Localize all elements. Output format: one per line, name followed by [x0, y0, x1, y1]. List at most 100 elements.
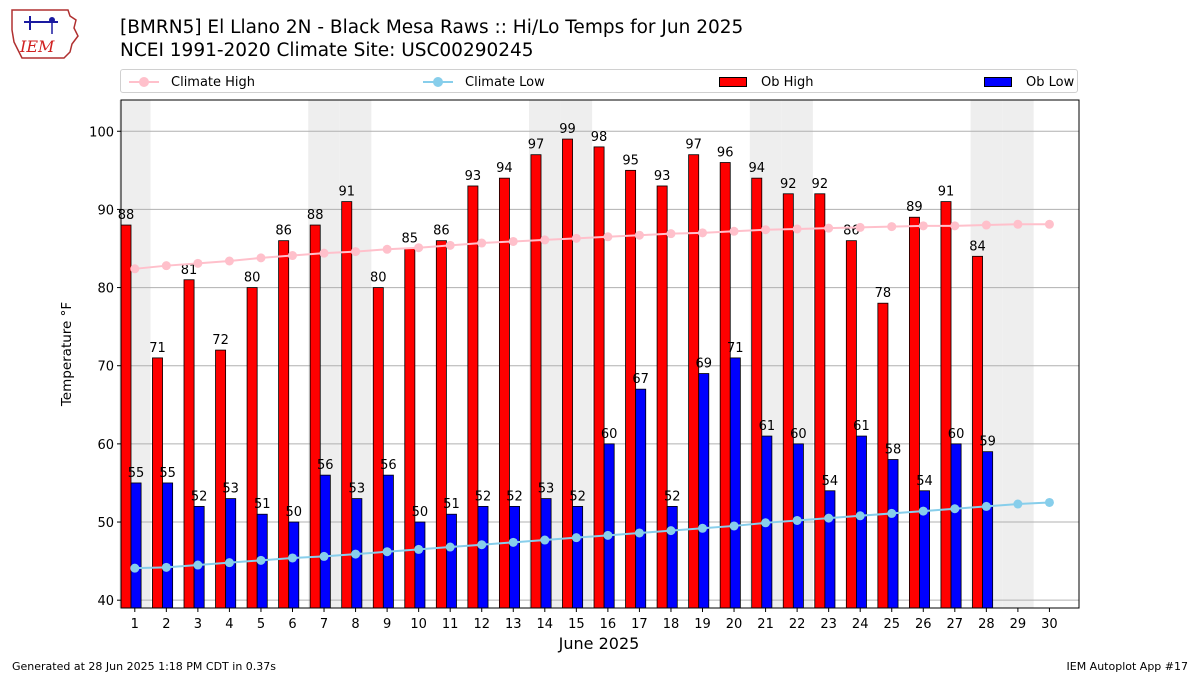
- ob-high-label: 89: [906, 200, 923, 215]
- ob-high-label: 86: [275, 224, 292, 239]
- ob-high-label: 92: [812, 177, 829, 192]
- climate-low-point: [445, 542, 455, 552]
- x-tick-label: 13: [505, 617, 522, 632]
- climate-high-point: [792, 224, 802, 234]
- ob-high-label: 99: [559, 122, 576, 137]
- weekend-shade: [308, 100, 340, 608]
- ob-low-label: 50: [285, 505, 302, 520]
- ob-high-bar: [120, 224, 132, 609]
- ob-low-label: 55: [159, 466, 176, 481]
- ob-low-label: 53: [538, 482, 555, 497]
- x-tick-label: 14: [537, 617, 554, 632]
- climate-low-point: [761, 518, 771, 528]
- climate-high-point: [414, 243, 424, 253]
- ob-low-bar: [414, 521, 426, 609]
- ob-high-bar: [972, 255, 983, 609]
- footer-app: IEM Autoplot App #17: [1066, 660, 1189, 673]
- ob-high-label: 96: [717, 146, 734, 161]
- x-tick-label: 24: [852, 617, 869, 632]
- ob-low-bar: [982, 451, 994, 609]
- weekend-shade: [749, 100, 782, 608]
- climate-high-point: [287, 251, 297, 261]
- legend-label-climate-low: Climate Low: [465, 74, 545, 90]
- climate-low-line-icon: [423, 73, 453, 91]
- x-tick-label: 17: [631, 617, 648, 632]
- climate-low-point: [414, 544, 424, 554]
- ob-low-bar: [919, 490, 930, 609]
- climate-high-point: [571, 233, 581, 243]
- ob-low-label: 54: [822, 474, 839, 489]
- ob-low-label: 52: [664, 489, 681, 504]
- ob-high-bar: [246, 287, 258, 609]
- x-tick-label: 1: [131, 617, 139, 632]
- ob-low-label: 56: [317, 458, 334, 473]
- ob-high-label: 86: [433, 224, 450, 239]
- ob-low-bar: [351, 498, 363, 609]
- ob-low-bar: [824, 490, 836, 609]
- y-tick-label: 100: [89, 125, 114, 140]
- legend-label-climate-high: Climate High: [171, 74, 256, 90]
- climate-high-point: [918, 221, 928, 231]
- ob-low-label: 59: [979, 435, 996, 450]
- ob-low-bar: [603, 443, 615, 609]
- ob-high-bar: [309, 224, 321, 609]
- climate-high-line: [134, 223, 1050, 270]
- legend-label-ob-low: Ob Low: [1026, 74, 1075, 90]
- ob-low-label: 51: [254, 497, 271, 512]
- ob-low-label: 52: [506, 489, 523, 504]
- chart-title: [BMRN5] El Llano 2N - Black Mesa Raws ::…: [120, 17, 744, 38]
- ob-high-label: 84: [969, 239, 986, 254]
- climate-high-point: [698, 228, 708, 238]
- ob-high-bar: [215, 349, 227, 609]
- ob-low-label: 60: [790, 427, 807, 442]
- legend-item-climate-high: Climate High: [129, 73, 255, 91]
- ob-low-bar: [761, 435, 773, 609]
- ob-low-label: 58: [885, 443, 902, 458]
- ob-low-label: 52: [191, 489, 208, 504]
- ob-low-bar: [635, 388, 647, 609]
- ob-high-label: 98: [591, 130, 608, 145]
- ob-high-label: 97: [528, 138, 545, 153]
- climate-high-point: [634, 230, 644, 240]
- ob-low-bar: [540, 498, 552, 609]
- climate-low-point: [918, 506, 928, 516]
- x-tick-label: 12: [473, 617, 490, 632]
- ob-high-label: 85: [402, 231, 419, 246]
- x-tick-label: 4: [225, 617, 233, 632]
- x-tick-label: 6: [288, 617, 296, 632]
- climate-low-point: [634, 528, 644, 538]
- climate-high-point: [445, 240, 455, 250]
- climate-high-point: [319, 248, 329, 258]
- climate-low-point: [224, 558, 234, 568]
- climate-low-point: [1044, 497, 1054, 507]
- ob-low-label: 61: [759, 419, 776, 434]
- x-tick-label: 10: [410, 617, 427, 632]
- ob-high-label: 94: [748, 161, 765, 176]
- ob-low-label: 60: [948, 427, 965, 442]
- ob-low-label: 69: [695, 357, 712, 372]
- ob-low-label: 67: [632, 372, 649, 387]
- climate-low-point: [603, 530, 613, 540]
- ob-high-bar: [845, 240, 857, 609]
- weekend-shade: [119, 100, 151, 608]
- climate-low-point: [950, 504, 960, 514]
- ob-low-label: 53: [349, 482, 366, 497]
- legend-item-climate-low: Climate Low: [423, 73, 545, 91]
- ob-high-bar: [183, 279, 195, 609]
- x-tick-label: 29: [1010, 617, 1027, 632]
- climate-high-point: [351, 247, 361, 257]
- ob-high-label: 93: [465, 169, 482, 184]
- climate-high-point: [1044, 219, 1054, 229]
- x-tick-label: 20: [726, 617, 743, 632]
- ob-low-label: 52: [475, 489, 492, 504]
- ob-high-bar: [404, 248, 416, 609]
- climate-low-point: [1013, 499, 1023, 509]
- ob-low-bar: [509, 505, 520, 609]
- climate-high-point: [824, 223, 834, 233]
- x-tick-label: 7: [320, 617, 328, 632]
- x-tick-label: 2: [162, 617, 170, 632]
- ob-high-label: 91: [938, 185, 955, 200]
- climate-high-point: [887, 222, 897, 232]
- ob-low-bar: [130, 482, 142, 609]
- x-tick-label: 30: [1041, 617, 1058, 632]
